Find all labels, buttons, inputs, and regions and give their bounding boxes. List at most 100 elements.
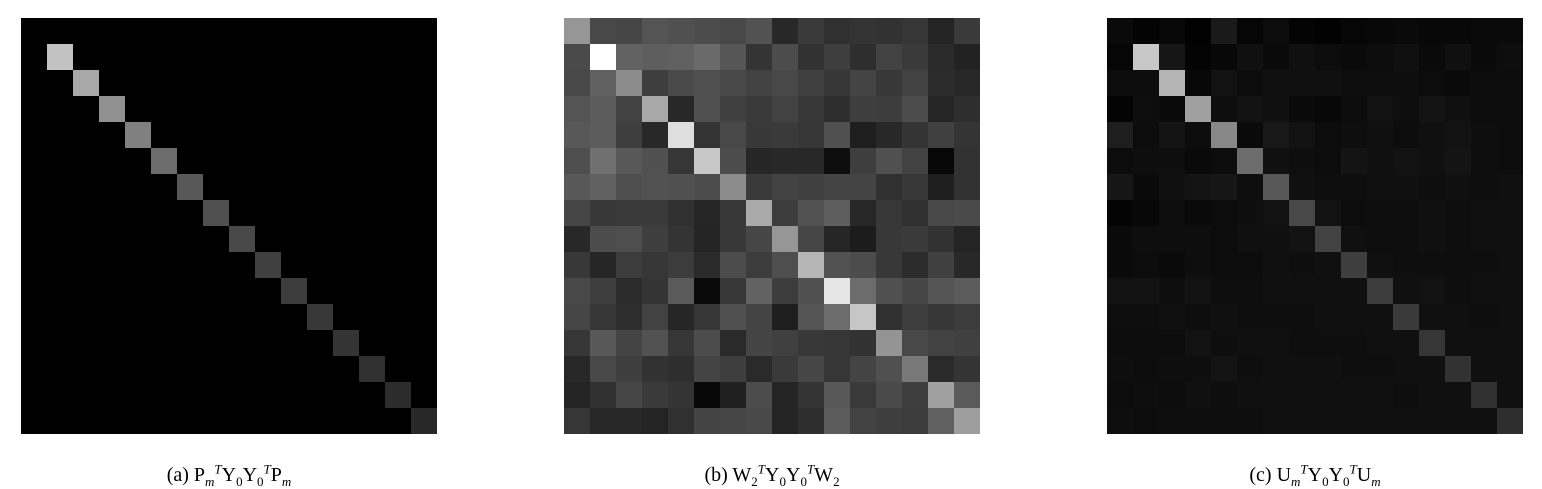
heatmap-cell — [1263, 148, 1290, 175]
heatmap-cell — [1289, 18, 1316, 45]
heatmap-cell — [564, 330, 591, 357]
heatmap-cell — [1263, 408, 1290, 434]
heatmap-cell — [333, 304, 360, 331]
heatmap-cell — [203, 96, 230, 123]
heatmap-cell — [1341, 278, 1368, 305]
heatmap-cell — [1341, 252, 1368, 279]
heatmap-cell — [73, 70, 100, 97]
heatmap-cell — [73, 18, 100, 45]
heatmap-cell — [333, 18, 360, 45]
heatmap-cell — [902, 252, 929, 279]
heatmap-cell — [411, 96, 437, 123]
heatmap-cell — [1497, 122, 1523, 149]
heatmap-cell — [1133, 200, 1160, 227]
heatmap-cell — [99, 356, 126, 383]
heatmap-cell — [359, 382, 386, 409]
heatmap-cell — [385, 226, 412, 253]
heatmap-cell — [1263, 226, 1290, 253]
heatmap-cell — [1393, 96, 1420, 123]
heatmap-cell — [772, 70, 799, 97]
heatmap-cell — [694, 200, 721, 227]
heatmap-cell — [21, 304, 48, 331]
heatmap-cell — [307, 122, 334, 149]
heatmap-cell — [151, 382, 178, 409]
heatmap-cell — [333, 200, 360, 227]
heatmap-cell — [954, 278, 980, 305]
heatmap-cell — [1289, 382, 1316, 409]
heatmap-cell — [1159, 226, 1186, 253]
heatmap-cell — [1497, 278, 1523, 305]
heatmap-cell — [385, 96, 412, 123]
heatmap-cell — [307, 226, 334, 253]
heatmap-cell — [47, 408, 74, 434]
heatmap-cell — [564, 226, 591, 253]
heatmap-cell — [1471, 200, 1498, 227]
heatmap-cell — [1211, 252, 1238, 279]
heatmap-cell — [772, 356, 799, 383]
heatmap-cell — [151, 122, 178, 149]
heatmap-cell — [1315, 252, 1342, 279]
heatmap-cell — [1315, 200, 1342, 227]
heatmap-cell — [411, 304, 437, 331]
heatmap-cell — [564, 18, 591, 45]
heatmap-cell — [1237, 96, 1264, 123]
heatmap-cell — [177, 148, 204, 175]
heatmap-cell — [73, 174, 100, 201]
heatmap-cell — [1107, 356, 1134, 383]
heatmap-cell — [151, 148, 178, 175]
heatmap-cell — [876, 278, 903, 305]
heatmap-cell — [642, 252, 669, 279]
heatmap-cell — [616, 70, 643, 97]
heatmap-cell — [1263, 330, 1290, 357]
heatmap-cell — [229, 226, 256, 253]
heatmap-cell — [73, 330, 100, 357]
heatmap-b — [564, 18, 980, 434]
heatmap-cell — [1211, 200, 1238, 227]
heatmap-cell — [954, 304, 980, 331]
heatmap-cell — [746, 278, 773, 305]
heatmap-cell — [772, 148, 799, 175]
heatmap-cell — [177, 44, 204, 71]
heatmap-cell — [1159, 278, 1186, 305]
heatmap-cell — [902, 174, 929, 201]
heatmap-cell — [255, 382, 282, 409]
heatmap-cell — [1393, 174, 1420, 201]
heatmap-cell — [1315, 278, 1342, 305]
heatmap-cell — [694, 18, 721, 45]
heatmap-cell — [1419, 278, 1446, 305]
heatmap-cell — [1289, 408, 1316, 434]
heatmap-cell — [850, 122, 877, 149]
heatmap-cell — [47, 278, 74, 305]
heatmap-cell — [1445, 96, 1472, 123]
heatmap-cell — [824, 408, 851, 434]
heatmap-cell — [281, 226, 308, 253]
heatmap-cell — [411, 44, 437, 71]
heatmap-cell — [229, 304, 256, 331]
heatmap-cell — [798, 304, 825, 331]
heatmap-cell — [21, 18, 48, 45]
heatmap-cell — [824, 148, 851, 175]
heatmap-cell — [281, 278, 308, 305]
heatmap-cell — [642, 18, 669, 45]
heatmap-cell — [746, 18, 773, 45]
heatmap-cell — [1289, 356, 1316, 383]
heatmap-cell — [385, 122, 412, 149]
heatmap-cell — [229, 174, 256, 201]
heatmap-cell — [590, 278, 617, 305]
heatmap-cell — [1237, 278, 1264, 305]
heatmap-cell — [21, 70, 48, 97]
heatmap-cell — [1185, 70, 1212, 97]
heatmap-cell — [720, 70, 747, 97]
heatmap-cell — [824, 70, 851, 97]
heatmap-cell — [229, 18, 256, 45]
heatmap-cell — [746, 174, 773, 201]
heatmap-cell — [1393, 70, 1420, 97]
heatmap-cell — [1159, 122, 1186, 149]
heatmap-cell — [307, 382, 334, 409]
figure-b: (b) W2TY0Y0TW2 — [564, 18, 980, 488]
heatmap-cell — [616, 44, 643, 71]
heatmap-cell — [47, 226, 74, 253]
heatmap-cell — [668, 122, 695, 149]
heatmap-cell — [720, 356, 747, 383]
heatmap-cell — [1471, 278, 1498, 305]
